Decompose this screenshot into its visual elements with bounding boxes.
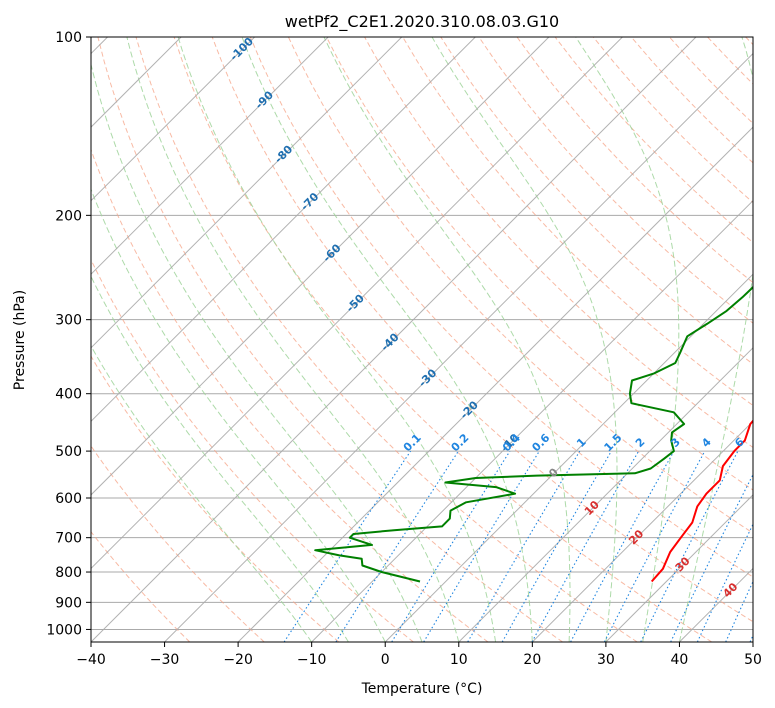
dry-adiabat xyxy=(91,258,414,642)
moist-adiabat xyxy=(126,37,460,642)
x-tick-label: 30 xyxy=(597,652,615,668)
y-tick-label: 1000 xyxy=(46,622,82,638)
isotherm xyxy=(752,641,753,642)
dry-adiabat xyxy=(91,148,489,642)
dry-adiabat xyxy=(592,37,753,204)
dry-adiabat xyxy=(478,37,753,324)
moist-adiabat xyxy=(177,37,497,642)
mixing-ratio-line xyxy=(467,450,581,642)
isotherm xyxy=(91,37,256,202)
x-tick-label: −30 xyxy=(150,652,180,668)
x-axis: −40 −30 −20 −10 0 10 20 30 40 50 xyxy=(76,642,762,668)
temperature-profile xyxy=(650,419,753,583)
moist-adiabat xyxy=(431,37,618,642)
dry-adiabat xyxy=(211,37,753,623)
line-labels: -100-90-80-70-60-50-40-30-20-100.1 0.2 0.4… xyxy=(227,37,775,600)
moist-adiabat xyxy=(241,37,533,642)
x-axis-label: Temperature (°C) xyxy=(361,681,483,697)
isotherm xyxy=(164,52,753,642)
mixing-ratio-label: 1 xyxy=(574,435,589,450)
mixing-ratio-line xyxy=(603,450,706,642)
isotherm xyxy=(91,37,550,496)
mixing-ratio-line xyxy=(283,450,412,642)
plot-frame xyxy=(90,36,754,643)
mixing-ratio-label: 2 xyxy=(633,435,648,450)
isotherm xyxy=(679,567,753,642)
mixing-ratio-label: 4 xyxy=(699,435,714,450)
dry-adiabat xyxy=(91,445,265,642)
dry-adiabat xyxy=(402,37,753,407)
moist-adiabat xyxy=(678,37,753,642)
y-tick-label: 200 xyxy=(55,208,82,224)
isotherm xyxy=(531,420,753,642)
mixing-ratio-line xyxy=(531,450,640,642)
x-tick-label: 50 xyxy=(744,652,762,668)
dry-adiabat xyxy=(91,531,191,642)
mixing-ratio-label: 8 xyxy=(760,435,775,450)
mixing-ratio-line xyxy=(335,450,459,642)
dry-adiabat xyxy=(554,37,753,244)
dry-adiabat xyxy=(364,37,753,449)
isotherm xyxy=(384,273,753,642)
moist-adiabat xyxy=(91,345,313,642)
mixing-ratio-line xyxy=(696,523,753,642)
dry-adiabat xyxy=(745,37,753,46)
mixing-ratio-label: 3 xyxy=(668,435,683,450)
y-axis-label: Pressure (hPa) xyxy=(12,290,28,390)
y-tick-label: 400 xyxy=(55,387,82,403)
x-tick-label: 0 xyxy=(381,652,390,668)
x-tick-label: −10 xyxy=(297,652,327,668)
x-tick-label: 40 xyxy=(671,652,689,668)
y-tick-label: 600 xyxy=(55,491,82,507)
y-tick-label: 900 xyxy=(55,595,82,611)
x-tick-label: −20 xyxy=(223,652,253,668)
isotherm xyxy=(605,494,753,642)
dry-adiabat xyxy=(516,37,753,284)
y-tick-label: 100 xyxy=(55,30,82,46)
x-tick-label: 10 xyxy=(450,652,468,668)
isotherm xyxy=(91,37,623,570)
y-tick-label: 500 xyxy=(55,444,82,460)
moist-adiabat xyxy=(91,275,349,642)
dry-adiabat xyxy=(135,37,638,642)
dry-adiabat xyxy=(97,37,563,642)
mixing-ratio-line xyxy=(670,473,753,642)
y-tick-label: 300 xyxy=(55,313,82,329)
dry-adiabat xyxy=(440,37,753,365)
isotherm xyxy=(91,37,403,349)
dry-adiabat xyxy=(707,37,753,85)
dewpoint-profile xyxy=(314,285,753,583)
dry-adiabat xyxy=(249,37,753,578)
dry-adiabat xyxy=(91,355,340,642)
isotherm xyxy=(237,126,753,642)
mixing-ratio-line xyxy=(423,450,540,642)
y-tick-label: 700 xyxy=(55,531,82,547)
moist-adiabat xyxy=(323,37,571,642)
mixing-ratio-line xyxy=(749,633,753,642)
mixing-ratio-line xyxy=(640,450,739,642)
mixing-ratio-line xyxy=(570,450,675,642)
isotherm xyxy=(458,347,753,642)
y-axis: 100 200 300 400 500 600 700 800 900 1000 xyxy=(46,30,91,638)
isotherm xyxy=(91,37,476,423)
sounding-profiles xyxy=(314,285,753,583)
x-tick-label: −40 xyxy=(76,652,106,668)
chart-title: wetPf2_C2E1.2020.310.08.03.G10 xyxy=(285,12,559,32)
dry-adiabat xyxy=(326,37,753,491)
isotherm xyxy=(91,37,329,275)
isotherm xyxy=(91,37,697,642)
mixing-ratio-line xyxy=(391,450,511,642)
isotherm xyxy=(311,199,753,642)
y-tick-label: 800 xyxy=(55,565,82,581)
x-tick-label: 20 xyxy=(523,652,541,668)
moist-adiabat xyxy=(91,62,423,642)
moist-adiabat xyxy=(575,37,680,642)
